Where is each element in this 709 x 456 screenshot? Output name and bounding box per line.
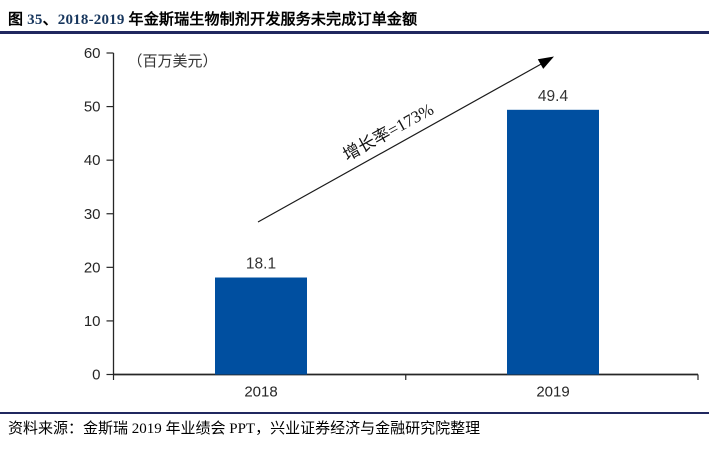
- title-divider-rule: [0, 31, 709, 34]
- figure-title-segment: 年金斯瑞生物制剂开发服务未完成订单金额: [124, 12, 418, 28]
- figure-title-segment: 35: [27, 12, 43, 28]
- bar-value-label: 18.1: [246, 256, 276, 273]
- y-tick-label: 40: [84, 152, 101, 169]
- y-tick-label: 0: [92, 367, 100, 384]
- figure-title-segment: 2018-2019: [57, 12, 125, 28]
- figure-title-segment: 、: [42, 12, 58, 28]
- x-category-label: 2018: [244, 384, 277, 401]
- y-tick-label: 30: [84, 206, 101, 223]
- y-tick-label: 20: [84, 259, 101, 276]
- bar-2019: [507, 109, 599, 375]
- footer-divider-rule: [0, 412, 709, 414]
- figure-title-segment: 图: [8, 12, 28, 28]
- y-tick-label: 10: [84, 313, 101, 330]
- growth-arrow-head: [537, 56, 554, 69]
- figure-title: 图 35、2018-2019 年金斯瑞生物制剂开发服务未完成订单金额: [8, 8, 703, 29]
- bar-value-label: 49.4: [538, 88, 569, 105]
- source-note: 资料来源：金斯瑞 2019 年业绩会 PPT，兴业证券经济与金融研究院整理: [8, 421, 481, 437]
- bar-2018: [215, 277, 307, 375]
- y-tick-label: 60: [84, 45, 101, 62]
- growth-arrow-line: [257, 62, 544, 223]
- y-unit-label: （百万美元）: [128, 53, 218, 70]
- y-tick-label: 50: [84, 99, 101, 116]
- x-category-label: 2019: [536, 384, 569, 401]
- growth-rate-annotation: 增长率=173%: [340, 100, 437, 165]
